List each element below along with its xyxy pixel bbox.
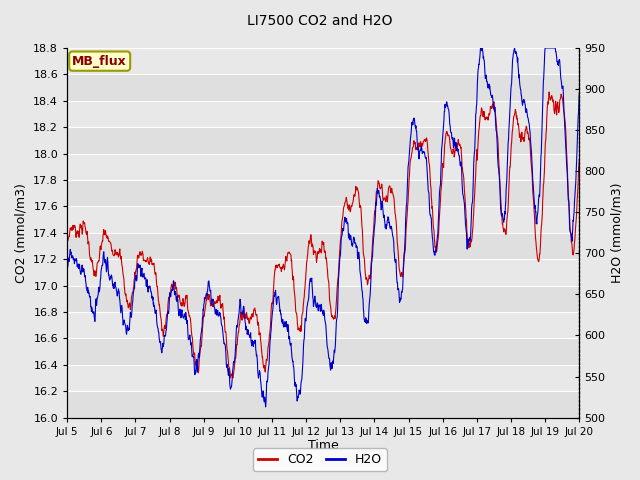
Bar: [67, 101, 579, 127]
Bar: [67, 286, 579, 312]
Text: MB_flux: MB_flux: [72, 55, 127, 68]
Legend: CO2, H2O: CO2, H2O: [253, 448, 387, 471]
Y-axis label: CO2 (mmol/m3): CO2 (mmol/m3): [15, 183, 28, 283]
Bar: [67, 233, 579, 259]
Y-axis label: H2O (mmol/m3): H2O (mmol/m3): [611, 182, 624, 283]
Bar: [67, 180, 579, 206]
Bar: [67, 48, 579, 74]
Bar: [67, 365, 579, 391]
X-axis label: Time: Time: [308, 439, 339, 453]
Bar: [67, 312, 579, 338]
Bar: [67, 154, 579, 180]
Bar: [67, 206, 579, 233]
Text: LI7500 CO2 and H2O: LI7500 CO2 and H2O: [247, 14, 393, 28]
Bar: [67, 391, 579, 418]
Bar: [67, 259, 579, 286]
Bar: [67, 338, 579, 365]
Bar: [67, 74, 579, 101]
Bar: [67, 127, 579, 154]
